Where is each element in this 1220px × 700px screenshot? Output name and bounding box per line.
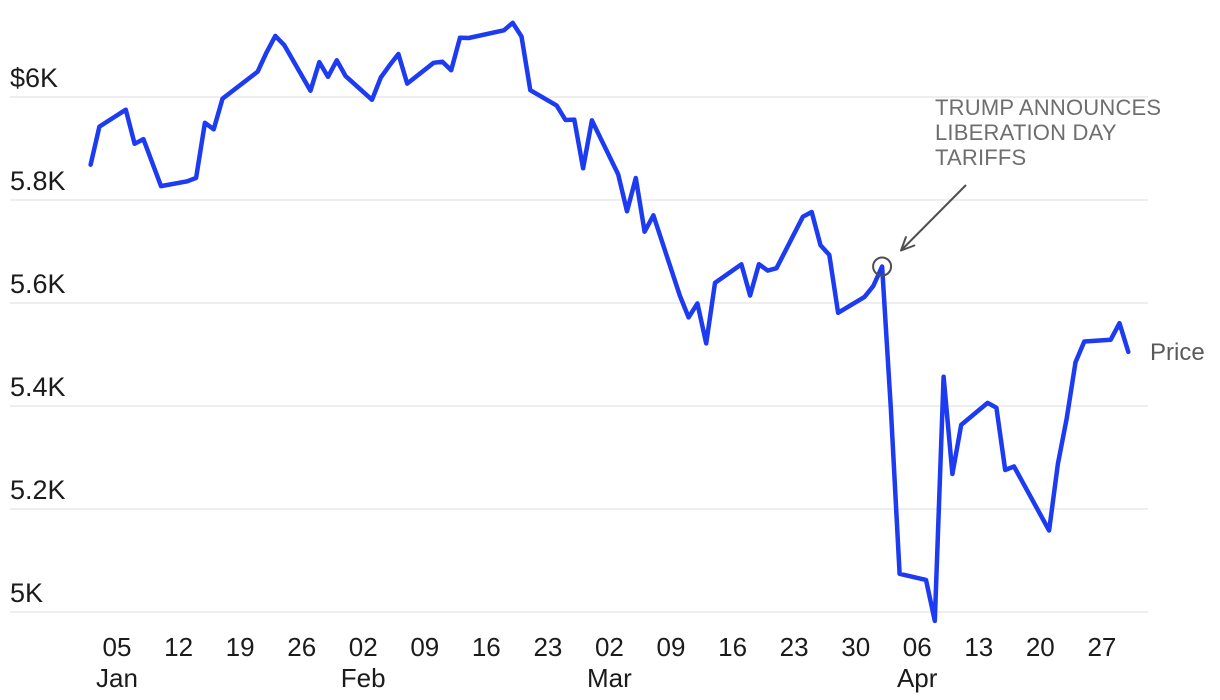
x-axis-day-label: 30 bbox=[841, 632, 870, 662]
x-axis-day-label: 06 bbox=[903, 632, 932, 662]
x-axis-month-label: Mar bbox=[587, 663, 632, 693]
price-line bbox=[88, 20, 1131, 624]
x-axis-day-label: 20 bbox=[1026, 632, 1055, 662]
x-axis-day-label: 23 bbox=[533, 632, 562, 662]
x-axis-month-label: Apr bbox=[897, 663, 938, 693]
x-axis-day-label: 19 bbox=[226, 632, 255, 662]
x-axis-day-label: 16 bbox=[718, 632, 747, 662]
x-axis-day-label: 05 bbox=[103, 632, 132, 662]
annotation-arrow-shaft bbox=[900, 184, 967, 252]
annotation-line-3: TARIFFS bbox=[935, 145, 1027, 170]
annotation-arrowhead bbox=[900, 236, 916, 252]
x-axis-day-label: 09 bbox=[410, 632, 439, 662]
series-label-price: Price bbox=[1150, 339, 1205, 366]
y-axis-tick-label: 5.2K bbox=[10, 475, 66, 505]
annotation-line-1: TRUMP ANNOUNCES bbox=[935, 95, 1162, 120]
x-axis-day-label: 23 bbox=[780, 632, 809, 662]
x-axis-month-label: Feb bbox=[341, 663, 386, 693]
annotation-line-2: LIBERATION DAY bbox=[935, 120, 1117, 145]
y-axis-tick-label: 5.8K bbox=[10, 166, 66, 196]
x-axis-day-label: 16 bbox=[472, 632, 501, 662]
event-marker bbox=[872, 256, 893, 277]
x-axis-day-label: 02 bbox=[595, 632, 624, 662]
y-axis-tick-label: 5.4K bbox=[10, 372, 66, 402]
x-axis-day-label: 09 bbox=[657, 632, 686, 662]
x-axis-day-label: 02 bbox=[349, 632, 378, 662]
x-axis-month-label: Jan bbox=[96, 663, 138, 693]
annotation-trump-tariffs: TRUMP ANNOUNCES LIBERATION DAY TARIFFS bbox=[935, 95, 1185, 170]
x-axis-day-label: 26 bbox=[287, 632, 316, 662]
x-axis-day-label: 13 bbox=[964, 632, 993, 662]
y-axis-tick-label: $6K bbox=[10, 63, 58, 93]
x-axis-day-label: 12 bbox=[164, 632, 193, 662]
y-axis-tick-label: 5.6K bbox=[10, 269, 66, 299]
y-axis-tick-label: 5K bbox=[10, 578, 43, 608]
x-axis-day-label: 27 bbox=[1087, 632, 1116, 662]
